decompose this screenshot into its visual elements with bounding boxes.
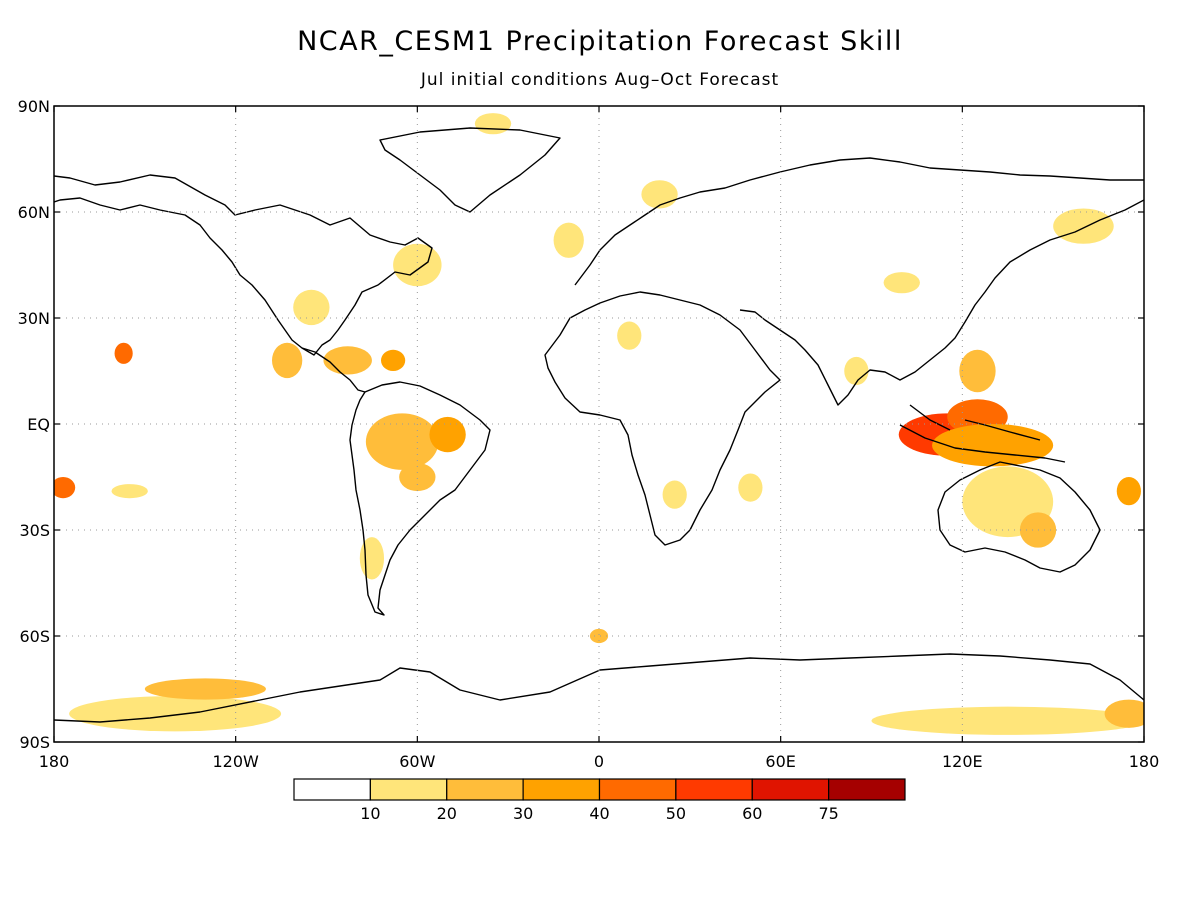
coastline-africa-eurasia bbox=[544, 291, 781, 546]
skill-region-2 bbox=[932, 424, 1054, 467]
lat-tick-label: EQ bbox=[27, 415, 50, 434]
colorbar-swatch bbox=[369, 778, 448, 801]
colorbar-label: 75 bbox=[818, 804, 838, 823]
skill-region-13 bbox=[114, 342, 133, 364]
coastline-antarctica bbox=[54, 653, 1144, 723]
lon-tick-label: 0 bbox=[594, 752, 604, 771]
colorbar-label: 30 bbox=[513, 804, 533, 823]
skill-region-26 bbox=[738, 473, 763, 502]
map-subtitle: Jul initial conditions Aug–Oct Forecast bbox=[420, 70, 780, 90]
lon-tick-label: 120E bbox=[942, 752, 983, 771]
skill-region-8 bbox=[429, 416, 466, 453]
colorbar-label: 20 bbox=[437, 804, 457, 823]
skill-region-14 bbox=[54, 477, 76, 499]
colorbar-swatch bbox=[293, 778, 371, 801]
skill-region-31 bbox=[641, 180, 678, 209]
coastline-indonesia bbox=[899, 404, 1066, 463]
colorbar-swatch bbox=[675, 778, 753, 801]
skill-region-24 bbox=[617, 321, 642, 350]
skill-region-25 bbox=[662, 480, 687, 509]
skill-region-28 bbox=[1116, 477, 1141, 506]
skill-region-11 bbox=[381, 349, 406, 371]
skill-region-30 bbox=[359, 537, 385, 580]
skill-region-32 bbox=[883, 272, 920, 294]
skill-region-18 bbox=[871, 706, 1144, 735]
skill-region-15 bbox=[111, 484, 148, 499]
coastline-australia bbox=[937, 461, 1101, 573]
skill-region-29 bbox=[589, 628, 609, 644]
lat-tick-label: 90N bbox=[18, 97, 50, 116]
colorbar-label: 50 bbox=[666, 804, 686, 823]
lon-tick-label: 180 bbox=[1129, 752, 1160, 771]
coastline-north-america bbox=[54, 174, 433, 356]
colorbar-swatch bbox=[751, 778, 830, 801]
lat-tick-label: 30S bbox=[19, 521, 50, 540]
skill-region-7 bbox=[365, 413, 439, 470]
coastline-asia-east bbox=[739, 199, 1144, 406]
colorbar-label: 60 bbox=[742, 804, 762, 823]
coastline-south-america bbox=[349, 381, 491, 616]
lat-tick-label: 60S bbox=[19, 627, 50, 646]
skill-region-17 bbox=[144, 678, 266, 700]
lat-tick-label: 60N bbox=[18, 203, 50, 222]
map-title: NCAR_CESM1 Precipitation Forecast Skill bbox=[297, 26, 903, 57]
coastline-eurasia-north bbox=[574, 157, 1144, 286]
colorbar-label: 40 bbox=[589, 804, 609, 823]
skill-region-22 bbox=[474, 113, 512, 135]
skill-region-12 bbox=[272, 342, 303, 379]
graticule bbox=[54, 106, 1144, 742]
skill-region-5 bbox=[959, 349, 996, 393]
colorbar-swatch bbox=[522, 778, 601, 801]
coastline-greenland bbox=[379, 127, 561, 213]
skill-region-19 bbox=[1104, 699, 1144, 728]
latitude-labels: 90N 60N 30N EQ 30S 60S 90S bbox=[18, 97, 1144, 752]
lat-tick-label: 90S bbox=[19, 733, 50, 752]
lon-tick-label: 120W bbox=[212, 752, 259, 771]
skill-region-27 bbox=[844, 356, 869, 386]
colorbar-label: 10 bbox=[360, 804, 380, 823]
skill-region-16 bbox=[69, 696, 282, 732]
lon-tick-label: 180 bbox=[39, 752, 70, 771]
colorbar-swatch bbox=[828, 778, 906, 801]
skill-region-10 bbox=[323, 346, 372, 375]
lon-tick-label: 60E bbox=[765, 752, 795, 771]
coastline-layer bbox=[54, 127, 1144, 723]
skill-region-9 bbox=[399, 462, 436, 492]
longitude-labels: 180 120W 60W 0 60E 120E 180 bbox=[39, 106, 1160, 771]
lat-tick-label: 30N bbox=[18, 309, 50, 328]
colorbar: 10 20 30 40 50 60 75 bbox=[293, 778, 906, 823]
skill-region-23 bbox=[293, 289, 330, 326]
colorbar-swatch bbox=[598, 778, 677, 801]
coastline-central-america bbox=[301, 347, 366, 393]
skill-region-21 bbox=[553, 222, 584, 258]
colorbar-swatch bbox=[446, 778, 524, 801]
skill-region-6 bbox=[1053, 208, 1114, 244]
lon-tick-label: 60W bbox=[399, 752, 435, 771]
